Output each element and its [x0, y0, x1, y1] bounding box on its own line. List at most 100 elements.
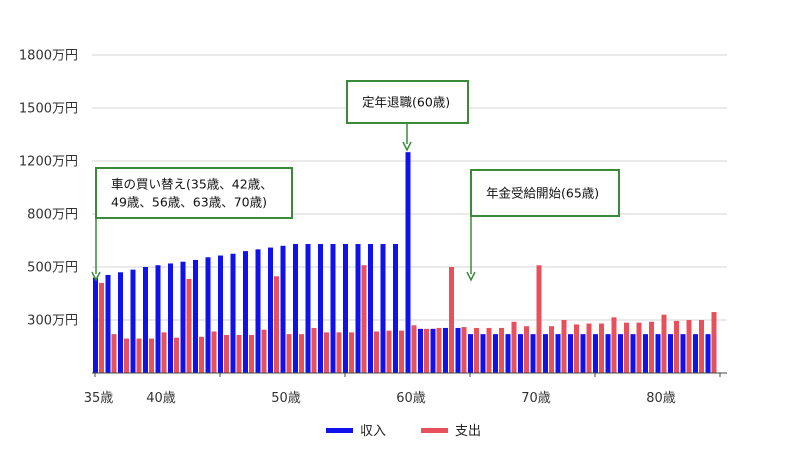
x-tick-label: 35歳 — [84, 391, 114, 406]
x-axis: 35歳 40歳 50歳 60歳 70歳 80歳 — [84, 372, 727, 406]
bar-expense — [561, 320, 567, 373]
bar-income — [130, 269, 136, 373]
bar-income — [205, 257, 211, 373]
bar-income — [268, 247, 273, 373]
bar-expense — [586, 323, 592, 373]
bar-expense — [199, 336, 204, 373]
bar-expense — [486, 327, 492, 373]
bar-income — [618, 334, 623, 373]
x-tick-label: 70歳 — [521, 391, 551, 406]
bar-expense — [511, 321, 517, 373]
bar-income — [105, 274, 111, 373]
bar-income — [530, 334, 536, 373]
legend-label: 支出 — [455, 424, 481, 439]
bar-income — [243, 251, 248, 373]
bar-expense — [111, 334, 117, 373]
bar-income — [668, 334, 673, 373]
bar-income — [343, 244, 348, 373]
annotation-text: 年金受給開始(65歳) — [486, 186, 599, 201]
bar-expense — [174, 337, 179, 373]
legend-swatch — [421, 428, 448, 433]
bar-income — [443, 327, 448, 373]
bar-expense — [574, 324, 579, 373]
bar-expense — [99, 282, 104, 373]
bar-expense — [661, 314, 667, 373]
bar-expense — [399, 330, 404, 373]
bar-expense — [436, 327, 442, 373]
annotation-arrow-head — [91, 271, 101, 282]
bar-income — [430, 328, 436, 373]
bar-expense — [424, 328, 429, 373]
bar-expense — [499, 327, 504, 373]
bar-expense — [324, 332, 329, 373]
bar-income — [518, 334, 523, 373]
bar-income — [693, 334, 698, 373]
bar-income — [543, 334, 548, 373]
bar-expense — [411, 325, 417, 373]
bar-expense — [699, 320, 704, 373]
bar-expense — [136, 338, 142, 373]
bar-income — [143, 267, 148, 373]
bar-income — [493, 334, 498, 373]
y-tick-label: 500万円 — [27, 261, 78, 276]
bar-income — [305, 244, 311, 373]
bar-expense — [649, 321, 654, 373]
bar-expense — [386, 330, 392, 373]
bar-expense — [374, 331, 379, 373]
annotation-arrow-head — [466, 271, 476, 282]
legend-swatch — [326, 428, 353, 433]
annotation-arrow-head — [402, 141, 412, 152]
bar-expense — [636, 322, 642, 373]
bar-income — [593, 334, 598, 373]
bar-income — [568, 334, 573, 373]
bar-income — [355, 244, 361, 373]
bar-expense — [349, 332, 354, 373]
bar-income — [705, 334, 711, 373]
bar-expense — [186, 278, 192, 373]
bar-income — [193, 259, 198, 373]
bar-income — [468, 334, 473, 373]
bar-expense — [261, 329, 267, 373]
bar-expense — [461, 327, 467, 373]
bar-expense — [549, 326, 554, 373]
bar-income — [330, 244, 336, 373]
bar-income — [643, 334, 648, 373]
bar-expense — [224, 335, 229, 373]
y-axis-ticks: 1800万円 1500万円 1200万円 800万円 500万円 300万円 — [19, 49, 78, 329]
bar-expense — [299, 334, 304, 373]
annotation-box — [95, 167, 293, 219]
y-tick-label: 1500万円 — [19, 102, 78, 117]
annotation-text: 定年退職(60歳) — [362, 95, 450, 110]
bar-expense — [149, 338, 154, 373]
bar-expense — [474, 327, 479, 373]
bar-income — [155, 265, 161, 373]
bar-income — [368, 244, 373, 373]
bar-income — [405, 152, 411, 373]
bar-expense — [286, 334, 292, 373]
bar-income — [93, 277, 98, 373]
bar-income — [230, 253, 236, 373]
bar-expense — [236, 335, 242, 373]
bar-income — [380, 244, 386, 373]
legend-label: 収入 — [360, 424, 386, 439]
bar-income — [318, 244, 323, 373]
legend: 収入 支出 — [326, 424, 481, 439]
annotation-box — [470, 169, 620, 217]
bar-expense — [124, 338, 129, 373]
bar-income — [630, 334, 636, 373]
bar-expense — [599, 323, 604, 373]
y-tick-label: 300万円 — [27, 314, 78, 329]
annotations: 車の買い替え(35歳、42歳、 49歳、56歳、63歳、70歳) 定年退職(60歳)… — [91, 80, 620, 282]
bar-expense — [524, 326, 529, 373]
bar-income — [418, 328, 423, 373]
bar-expense — [249, 335, 254, 373]
bar-expense — [274, 276, 279, 373]
bar-income — [168, 263, 173, 373]
bar-expense — [711, 312, 717, 373]
bar-expense — [449, 267, 454, 373]
bar-income — [280, 245, 286, 373]
bar-expense — [361, 265, 367, 373]
bar-income — [580, 334, 586, 373]
bar-income — [680, 334, 686, 373]
